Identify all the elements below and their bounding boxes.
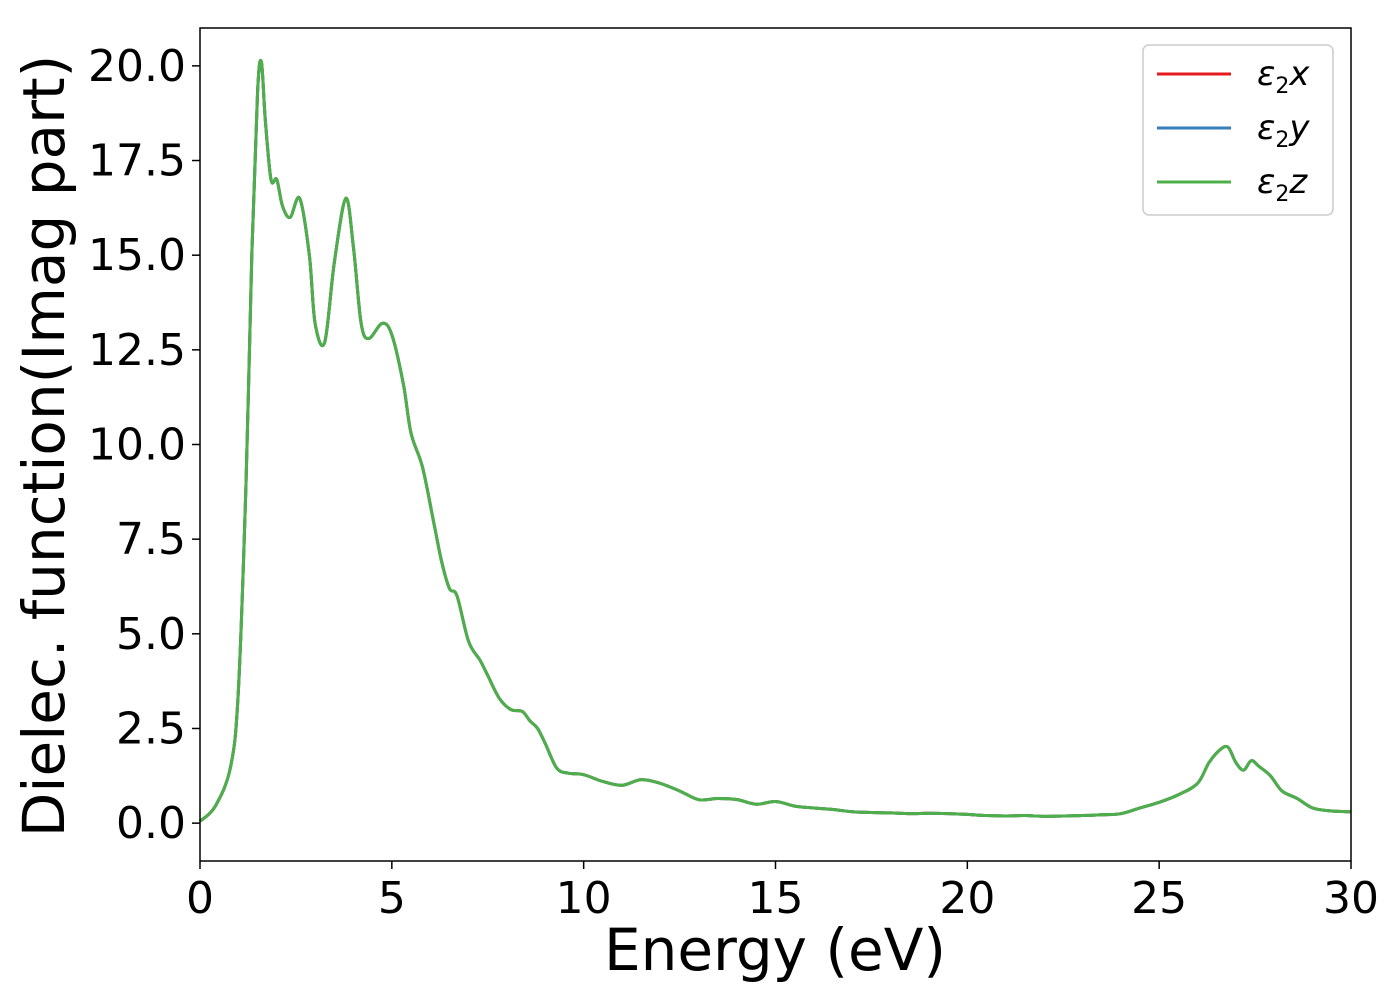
x-axis-ticks: 0 5 10 15 20 25 30 bbox=[186, 861, 1379, 924]
plot-lines bbox=[198, 58, 1352, 823]
legend-box bbox=[1142, 44, 1334, 216]
x-tick-label: 30 bbox=[1323, 873, 1379, 924]
x-tick-label: 20 bbox=[939, 873, 995, 924]
y-tick-label: 20.0 bbox=[88, 41, 186, 92]
x-tick-label: 0 bbox=[186, 873, 214, 924]
y-tick-label: 15.0 bbox=[88, 230, 186, 281]
legend-label: ε2y bbox=[1257, 108, 1310, 153]
legend-items: ε2x ε2y ε2z bbox=[1157, 54, 1310, 207]
series-line-3 bbox=[198, 58, 1352, 823]
y-tick-label: 17.5 bbox=[88, 136, 186, 187]
y-tick-label: 12.5 bbox=[88, 325, 186, 376]
x-tick-label: 25 bbox=[1131, 873, 1187, 924]
y-axis-label: Dielec. function(Imag part) bbox=[10, 55, 78, 838]
x-tick-label: 5 bbox=[378, 873, 406, 924]
y-tick-label: 10.0 bbox=[88, 420, 186, 471]
y-tick-label: 2.5 bbox=[116, 703, 186, 754]
x-tick-label: 15 bbox=[748, 873, 804, 924]
y-axis-ticks: 0.0 2.5 5.0 7.5 10.0 12.5 15.0 17.5 20.0 bbox=[88, 41, 200, 849]
y-tick-label: 0.0 bbox=[116, 798, 186, 849]
x-tick-label: 10 bbox=[556, 873, 612, 924]
y-tick-label: 7.5 bbox=[116, 514, 186, 565]
legend: ε2x ε2y ε2z bbox=[1142, 44, 1334, 216]
y-tick-label: 5.0 bbox=[116, 609, 186, 660]
legend-label: ε2z bbox=[1257, 162, 1308, 207]
x-axis-label: Energy (eV) bbox=[604, 916, 946, 984]
legend-label: ε2x bbox=[1257, 54, 1310, 99]
